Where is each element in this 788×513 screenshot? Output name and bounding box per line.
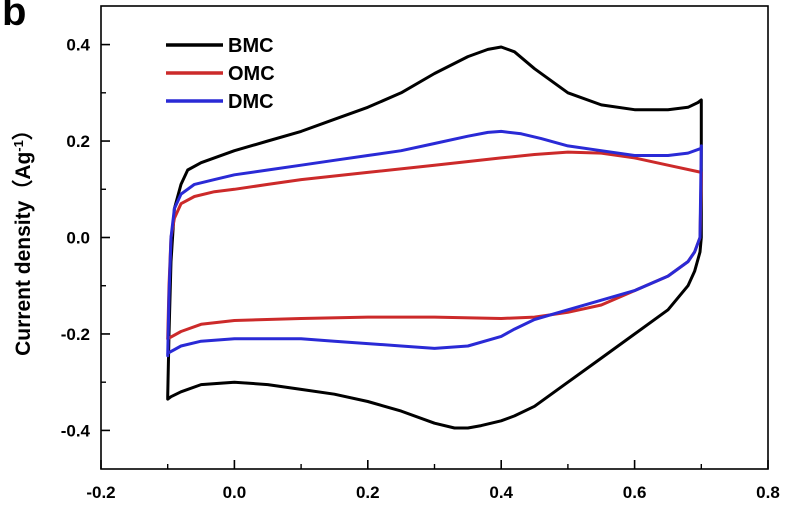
series-line-dmc	[166, 129, 703, 358]
legend-label-dmc: DMC	[228, 91, 274, 113]
x-tick-label: 0.0	[223, 483, 247, 502]
legend-label-omc: OMC	[228, 63, 275, 85]
legend-label-bmc: BMC	[228, 35, 274, 57]
x-tick-label: 0.8	[756, 483, 780, 502]
y-axis-label: Current density（Ag-1）	[11, 119, 36, 356]
x-tick-label: 0.2	[356, 483, 380, 502]
x-tick-label: 0.6	[623, 483, 647, 502]
x-tick-label: -0.2	[86, 483, 115, 502]
svg-text:Current density（Ag-1）: Current density（Ag-1）	[11, 119, 36, 356]
panel-label: b	[2, 0, 27, 34]
series-line-bmc	[166, 45, 703, 430]
y-axis-label-superscript: -1	[11, 140, 26, 152]
y-tick-label: 0.0	[66, 229, 90, 248]
plot-area: -0.2 0.0 0.2 0.4 0.6 0.8 -0.4 -0.2 0.0 0.2 0.4 BMC O…	[61, 5, 780, 502]
y-tick-label: 0.4	[66, 36, 90, 55]
y-axis-label-main: Current density（Ag	[11, 152, 35, 356]
y-tick-label: -0.2	[61, 325, 90, 344]
y-axis-label-suffix: ）	[11, 119, 35, 140]
y-tick-label: 0.2	[66, 132, 90, 151]
y-tick-label: -0.4	[61, 421, 91, 440]
x-tick-label: 0.4	[489, 483, 513, 502]
series-line-omc	[166, 150, 703, 341]
plot-frame	[100, 5, 769, 470]
